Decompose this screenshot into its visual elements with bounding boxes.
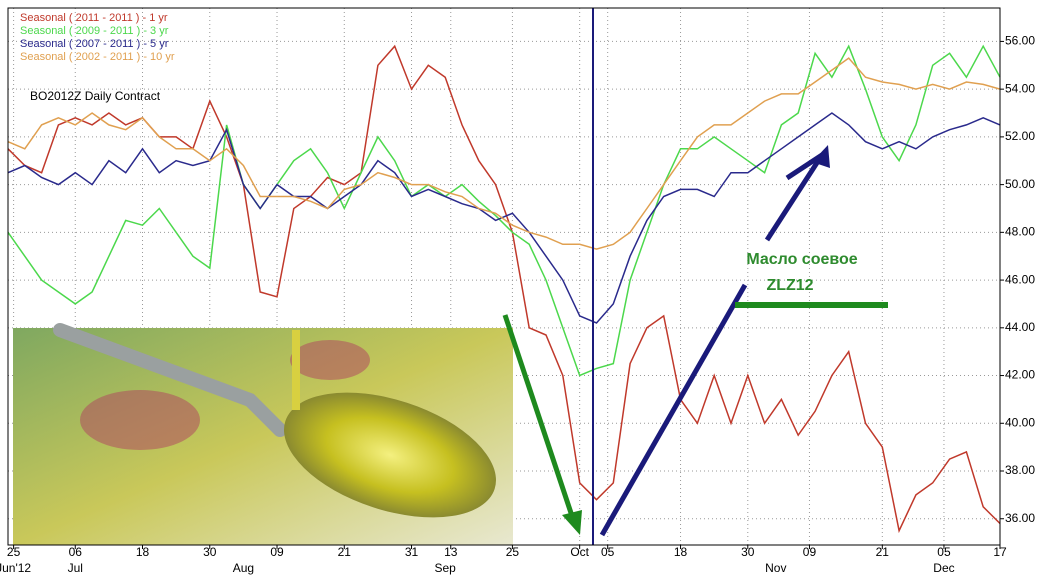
y-tick-label: 50.00	[1005, 177, 1035, 191]
annotation: ZLZ12	[766, 277, 813, 294]
annotation: Масло соевое	[746, 251, 857, 268]
x-month-label: Jun'12	[0, 561, 31, 575]
x-tick-label: 09	[270, 545, 284, 559]
x-tick-label: 05	[937, 545, 951, 559]
series-line	[7, 112, 1001, 324]
series-line	[7, 44, 1001, 534]
y-tick-label: 38.00	[1005, 463, 1035, 477]
series-line	[7, 44, 1001, 377]
y-tick-label: 36.00	[1005, 511, 1035, 525]
arrows	[502, 145, 888, 537]
x-tick-label: 30	[741, 545, 755, 559]
photo	[13, 323, 513, 545]
x-tick-label: 17	[993, 545, 1007, 559]
x-tick-label: 30	[203, 545, 217, 559]
series-line	[7, 57, 1001, 250]
y-tick-label: 52.00	[1005, 129, 1035, 143]
x-month-label: Sep	[434, 561, 456, 575]
x-tick-label: 21	[876, 545, 890, 559]
y-tick-label: 42.00	[1005, 368, 1035, 382]
x-tick-label: 25	[506, 545, 520, 559]
y-tick-label: 46.00	[1005, 272, 1035, 286]
y-tick-label: 54.00	[1005, 81, 1035, 95]
x-month-label: Aug	[233, 561, 254, 575]
x-tick-label: 18	[136, 545, 150, 559]
plot-layer	[7, 44, 1001, 534]
x-tick-label: 09	[803, 545, 817, 559]
y-tick-label: 40.00	[1005, 415, 1035, 429]
x-month-label: Dec	[933, 561, 954, 575]
y-tick-label: 44.00	[1005, 320, 1035, 334]
legend-entry: Seasonal ( 2009 - 2011 ) - 3 yr	[20, 25, 169, 37]
x-tick-label: Oct	[570, 545, 589, 559]
x-tick-label: 05	[601, 545, 615, 559]
x-month-label: Jul	[68, 561, 83, 575]
x-month-label: Nov	[765, 561, 786, 575]
plot-frame	[7, 7, 1001, 546]
y-tick-label: 56.00	[1005, 34, 1035, 48]
chart-title: BO2012Z Daily Contract	[30, 89, 161, 103]
x-tick-label: 06	[69, 545, 83, 559]
y-tick-label: 48.00	[1005, 225, 1035, 239]
legend-entry: Seasonal ( 2002 - 2011 ) - 10 yr	[20, 51, 175, 63]
x-tick-label: 25	[7, 545, 21, 559]
x-tick-label: 31	[405, 545, 419, 559]
x-tick-label: 21	[338, 545, 352, 559]
x-tick-label: 13	[444, 545, 458, 559]
legend-entry: Seasonal ( 2007 - 2011 ) - 5 yr	[20, 38, 169, 50]
legend-entry: Seasonal ( 2011 - 2011 ) - 1 yr	[20, 12, 168, 24]
x-tick-label: 18	[674, 545, 688, 559]
